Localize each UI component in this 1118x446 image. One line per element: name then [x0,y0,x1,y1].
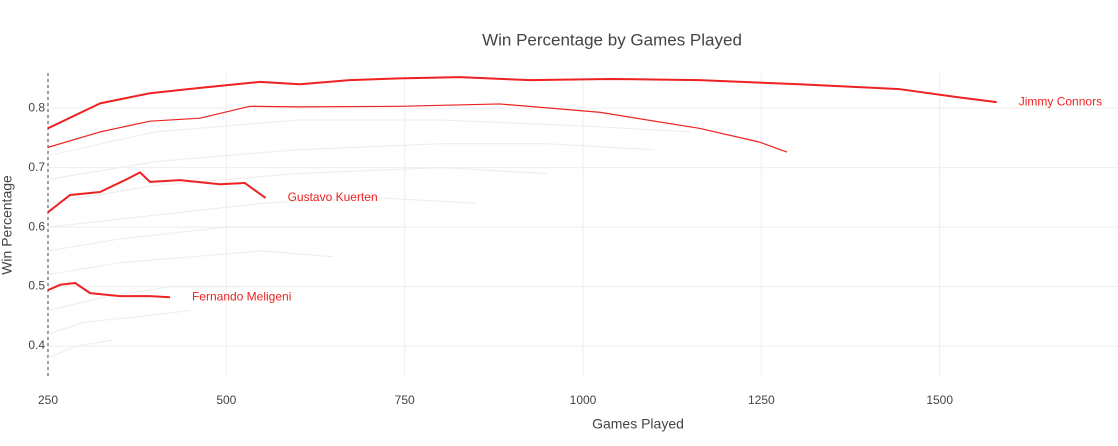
y-axis-label: Win Percentage [0,175,15,275]
line [47,282,171,299]
line [47,103,788,153]
line [47,250,334,276]
x-tick-label: 1500 [926,393,953,407]
x-tick-label: 1250 [748,393,775,407]
x-axis-label: Games Played [592,416,684,432]
line [47,339,113,359]
line [47,309,191,335]
y-tick-label: 0.7 [28,160,45,174]
x-tick-label: 250 [38,393,58,407]
line [47,171,267,213]
x-tick-label: 1000 [570,393,597,407]
x-tick-label: 750 [395,393,415,407]
y-tick-label: 0.6 [28,219,45,233]
y-tick-label: 0.8 [28,100,45,114]
line-label: Gustavo Kuerten [288,190,378,204]
line [47,143,655,180]
line [47,286,241,311]
line-label: Fernando Meligeni [192,289,291,303]
chart-title: Win Percentage by Games Played [482,30,742,49]
x-tick-label: 500 [216,393,236,407]
line [47,119,691,157]
line [47,226,405,252]
line [47,196,477,228]
line [47,76,997,130]
line-label: Jimmy Connors [1019,94,1102,108]
y-tick-label: 0.4 [28,338,45,352]
line [47,167,548,204]
y-tick-label: 0.5 [28,279,45,293]
